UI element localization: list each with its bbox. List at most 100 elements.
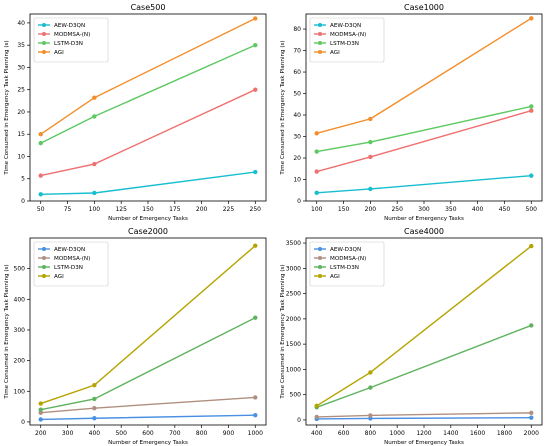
series-line-1 (316, 412, 532, 418)
legend-marker (42, 265, 46, 269)
y-tick-label: 30 (17, 64, 25, 71)
data-point (253, 315, 258, 320)
legend-marker (318, 256, 322, 260)
y-tick-label: 2000 (286, 316, 301, 323)
legend-entry: AGI (54, 274, 64, 280)
y-tick-label: 35 (17, 42, 25, 49)
data-point (92, 161, 97, 167)
x-tick-label: 100 (311, 206, 323, 213)
x-tick-label: 2000 (524, 430, 539, 437)
legend: AEW-D3QN MODMSA-(N) LSTM-D3N AGI (309, 17, 385, 63)
x-tick-label: 100 (89, 206, 101, 213)
chart-panel-4: Case4000 400 600 800 1000 1200 1400 1600 1800 200… (280, 227, 543, 446)
legend-marker (42, 274, 46, 278)
data-point (253, 169, 258, 175)
x-axis-label: Number of Emergency Tasks (384, 216, 464, 222)
y-tick-label: 3000 (286, 265, 301, 272)
data-point (92, 114, 97, 119)
legend-marker (42, 32, 46, 36)
x-tick-label: 200 (35, 430, 47, 437)
legend-entry: AEW-D3QN (330, 247, 361, 253)
legend-entry: MODMSA-(N) (54, 256, 90, 262)
legend-entry: AGI (54, 50, 64, 56)
x-tick-label: 150 (338, 206, 350, 213)
data-point (92, 405, 97, 411)
data-point (38, 173, 43, 178)
data-point (92, 190, 97, 196)
y-tick-label: 5 (21, 176, 25, 183)
legend-entry: MODMSA-(N) (54, 32, 90, 38)
data-point (529, 16, 534, 21)
legend-entry: AEW-D3QN (330, 23, 361, 29)
x-tick-label: 1600 (470, 430, 485, 437)
x-tick-label: 1400 (443, 430, 458, 437)
x-axis-label: Number of Emergency Tasks (384, 440, 464, 446)
data-point (529, 323, 534, 328)
y-tick-label: 70 (293, 48, 301, 55)
data-point (314, 414, 319, 420)
x-tick-label: 450 (499, 206, 511, 213)
y-tick-label: 60 (293, 69, 301, 76)
data-point (253, 87, 258, 92)
y-axis-label: Time Consumed in Emergency Task Planning… (280, 264, 286, 399)
y-tick-label: 3500 (286, 240, 301, 247)
y-tick-label: 10 (293, 177, 301, 184)
legend-marker (318, 247, 322, 251)
chart-title: Case4000 (404, 227, 444, 236)
data-point (314, 149, 319, 154)
data-point (368, 413, 373, 418)
legend-marker (42, 256, 46, 260)
legend-entry: MODMSA-(N) (330, 256, 366, 262)
y-tick-label: 500 (290, 392, 302, 399)
legend-marker (42, 247, 46, 251)
x-tick-label: 900 (223, 430, 235, 437)
data-point (38, 407, 43, 412)
data-point (529, 104, 534, 109)
data-point (529, 410, 534, 416)
x-axis-label: Number of Emergency Tasks (108, 440, 188, 446)
data-point (368, 385, 373, 390)
legend: AEW-D3QN MODMSA-(N) LSTM-D3N AGI (33, 241, 109, 287)
data-point (38, 417, 43, 422)
legend-marker (318, 23, 322, 27)
x-tick-label: 300 (418, 206, 430, 213)
x-tick-label: 250 (391, 206, 403, 213)
data-point (368, 186, 373, 192)
data-point (529, 108, 534, 113)
x-tick-label: 300 (62, 430, 74, 437)
y-tick-label: 1000 (286, 366, 301, 373)
x-tick-label: 225 (223, 206, 235, 213)
y-tick-label: 1500 (286, 341, 301, 348)
x-tick-label: 800 (365, 430, 377, 437)
legend-entry: LSTM-D3N (330, 41, 359, 47)
data-point (38, 410, 43, 415)
x-axis-label: Number of Emergency Tasks (108, 216, 188, 222)
data-point (368, 154, 373, 160)
y-tick-label: 30 (293, 134, 301, 141)
legend: AEW-D3QN MODMSA-(N) LSTM-D3N AGI (309, 241, 385, 287)
y-axis-label: Time Consumed in Emergency Task Planning… (4, 40, 10, 175)
y-tick-label: 80 (293, 26, 301, 33)
x-tick-label: 700 (169, 430, 181, 437)
series-line-1 (40, 396, 256, 414)
data-point (368, 370, 373, 375)
chart-title: Case500 (131, 3, 166, 12)
series-line-0 (40, 171, 256, 196)
legend-box (33, 241, 109, 287)
chart-panel-1: Case500 50 75 100 125 150 175 200 225 250 0 5 10 15 20… (4, 3, 267, 222)
x-tick-label: 600 (338, 430, 350, 437)
data-point (253, 16, 258, 21)
x-tick-label: 500 (526, 206, 538, 213)
chart-panel-2: Case1000 100 150 200 250 300 350 400 450 500 0 10 20… (280, 3, 543, 222)
legend-entry: LSTM-D3N (54, 41, 83, 47)
data-point (253, 42, 258, 48)
legend-marker (318, 265, 322, 269)
data-point (314, 131, 319, 136)
y-axis-label: Time Consumed in Emergency Task Planning… (280, 40, 286, 175)
y-tick-label: 15 (17, 131, 25, 138)
y-tick-label: 100 (14, 388, 26, 395)
series-line-0 (316, 174, 532, 194)
x-tick-label: 150 (142, 206, 154, 213)
series-line-0 (316, 416, 532, 420)
